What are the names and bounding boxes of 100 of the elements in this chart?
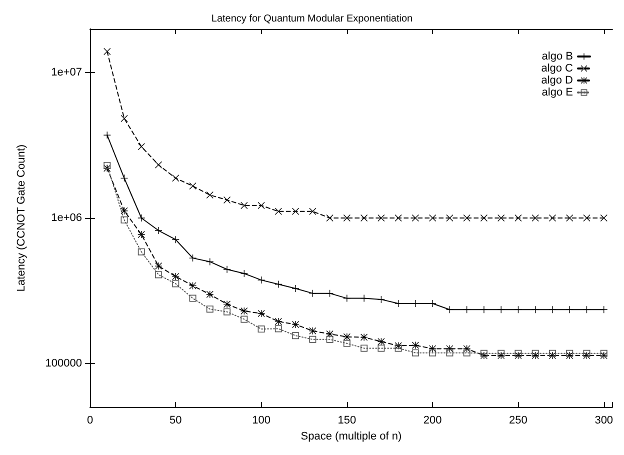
- point: [240, 307, 248, 314]
- point: [446, 349, 454, 356]
- point: [206, 258, 214, 266]
- point: [240, 270, 248, 277]
- y-tick-label: 1e+07: [51, 66, 82, 79]
- point: [548, 306, 556, 314]
- point: [258, 276, 265, 284]
- x-axis-title: Space (multiple of n): [300, 430, 402, 442]
- point: [172, 280, 180, 288]
- point: [240, 316, 248, 323]
- point: [412, 342, 419, 349]
- point: [206, 191, 214, 198]
- point: [240, 202, 248, 209]
- point: [480, 306, 488, 314]
- point: [548, 350, 556, 357]
- y-axis-title: Latency (CCNOT Gate Count): [16, 144, 28, 292]
- point: [378, 344, 385, 352]
- point: [138, 248, 145, 256]
- point: [463, 349, 470, 356]
- point: [429, 214, 436, 222]
- point: [360, 294, 368, 302]
- point: [258, 202, 265, 209]
- legend-label: algo E: [542, 86, 573, 98]
- x-tick-label: 0: [86, 414, 94, 426]
- point: [480, 214, 488, 222]
- point: [343, 340, 350, 347]
- point: [292, 285, 300, 292]
- point: [412, 214, 419, 222]
- legend-label: algo D: [541, 74, 574, 86]
- point: [206, 306, 214, 313]
- point: [600, 214, 608, 222]
- x-tick-label: 250: [509, 414, 528, 426]
- point: [532, 350, 539, 357]
- point: [532, 214, 539, 222]
- point: [138, 214, 145, 222]
- chart-title: Latency for Quantum Modular Exponentiation: [211, 14, 413, 24]
- point: [292, 332, 300, 340]
- point: [566, 214, 574, 222]
- point: [583, 214, 590, 222]
- point: [326, 214, 334, 222]
- point: [172, 174, 180, 182]
- point: [394, 344, 402, 352]
- point: [378, 338, 385, 346]
- x-tick-label: 300: [594, 414, 614, 426]
- point: [463, 214, 470, 222]
- point: [498, 306, 505, 314]
- point: [360, 214, 368, 222]
- point: [155, 161, 162, 168]
- x-tick-label: 100: [252, 414, 270, 426]
- point: [514, 214, 522, 222]
- point: [514, 350, 522, 357]
- point: [224, 266, 231, 273]
- point: [360, 334, 368, 341]
- point: [343, 214, 350, 222]
- point: [206, 290, 214, 298]
- y-tick-label: 1e+06: [51, 212, 82, 224]
- x-tick-label: 200: [423, 414, 442, 426]
- point: [104, 162, 111, 169]
- point: [412, 349, 419, 356]
- y-tick-label: 100000: [45, 357, 82, 370]
- point: [155, 227, 162, 234]
- point: [258, 326, 265, 333]
- point: [120, 115, 128, 122]
- legend-label: algo C: [541, 62, 574, 74]
- point: [343, 333, 350, 340]
- point: [274, 280, 282, 288]
- point: [498, 350, 505, 357]
- point: [172, 272, 180, 280]
- point: [120, 216, 128, 224]
- point: [566, 350, 574, 357]
- point: [189, 254, 196, 262]
- point: [224, 196, 231, 204]
- point: [548, 214, 556, 222]
- point: [446, 214, 454, 222]
- point: [274, 325, 282, 332]
- legend-label: algo B: [542, 50, 573, 62]
- point: [600, 350, 608, 357]
- x-tick-label: 50: [170, 414, 182, 426]
- point: [309, 208, 316, 215]
- x-tick-label: 150: [338, 414, 356, 426]
- point: [292, 320, 300, 328]
- point: [189, 182, 196, 190]
- point: [394, 214, 402, 222]
- point: [189, 294, 196, 302]
- point: [224, 300, 231, 308]
- point: [326, 336, 334, 343]
- point: [583, 350, 590, 357]
- point: [343, 294, 350, 302]
- point: [480, 350, 488, 357]
- point: [292, 208, 300, 215]
- point: [104, 48, 111, 55]
- point: [224, 308, 231, 316]
- point: [309, 327, 316, 334]
- point: [378, 214, 385, 222]
- point: [498, 214, 505, 222]
- point: [155, 262, 162, 270]
- point: [378, 296, 385, 303]
- point: [258, 310, 265, 318]
- point: [360, 344, 368, 352]
- point: [429, 349, 436, 356]
